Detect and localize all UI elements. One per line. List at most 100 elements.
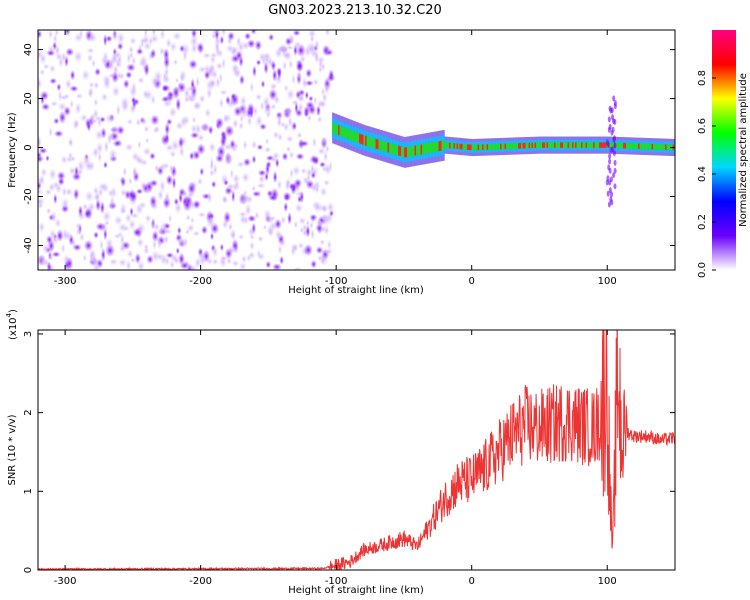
spectrogram-noise-blob [230,92,237,101]
spectrogram-noise-blob [54,182,63,195]
spectrogram-noise-blob [268,194,278,202]
spectrogram-noise-blob [215,48,224,59]
spectrogram-band-core [638,143,640,149]
spectrogram-noise-blob [46,260,52,270]
spectrogram-band-core [428,143,430,154]
spectrogram-band-core [525,142,528,149]
figure-title: GN03.2023.213.10.32.C20 [268,3,442,18]
spectrogram-band-core [404,147,406,158]
spectrogram-noise-blob [268,33,275,42]
spectrogram-noise-blob [303,105,311,116]
spectrogram-band-core [531,142,534,149]
spectrogram-band-core [584,142,586,148]
spectrogram-noise-blob [124,189,132,200]
spectrogram-noise-blob [38,135,42,149]
spectrogram-noise-blob [219,243,224,252]
spectrogram-band-core [434,142,436,152]
spectrogram-noise-blob [196,177,204,186]
spectrogram-noise-blob [48,168,58,181]
spectrogram-band-core [335,124,337,135]
spectrogram-noise-blob [223,179,229,186]
colorbar-tick-label: 0.0 [697,262,708,278]
spectrogram-noise-blob [226,182,235,190]
spectrogram-noise-blob [80,69,91,82]
spectrogram-noise-blob [64,187,74,197]
spectrogram-band-core [524,142,526,149]
spectrogram-noise-blob [317,146,327,156]
spectrogram-band-core [350,130,352,140]
spectrogram-noise-blob [241,41,251,51]
spectrogram-band-core [660,144,663,150]
spectrogram-band-core [425,143,427,154]
spectrogram-noise-blob [284,105,293,117]
spectrogram-noise-blob [292,30,301,37]
spectrogram-noise-blob [216,145,226,159]
spectrogram-band-core [579,142,582,148]
spectrogram-band-core [443,140,445,151]
spectrogram-noise-blob [149,179,159,188]
spectrogram-noise-blob [238,262,248,270]
spectrogram-band-core [387,142,390,153]
spectrogram-disturbance [608,179,612,186]
spectrogram-band-core [465,144,468,150]
spectrogram-noise-blob [54,30,60,37]
spectrogram-noise-blob [238,74,245,86]
spectrogram-band-core [455,143,457,149]
spectrogram-noise-blob [168,213,173,224]
spectrogram-band-core [593,142,595,148]
spectrogram-noise-blob [60,51,68,64]
spectrogram-noise-blob [91,146,100,159]
spectrogram-band-core [626,143,628,149]
spectrogram-band-core [420,144,423,155]
spectrogram-noise-blob [182,198,192,212]
spectrogram-noise-blob [251,30,256,35]
spectrogram-band-core [341,126,343,137]
spectrogram-noise-blob [211,245,219,259]
spectrogram-noise-blob [288,59,294,70]
spectrogram-band-core [390,143,393,154]
spectrogram-band-core [611,142,613,148]
spectrogram-noise-blob [130,257,136,264]
spectrogram-noise-blob [179,261,190,270]
spectrogram-noise-blob [310,259,317,269]
spectrogram-noise-blob [64,78,73,91]
colorbar-tick-label: 0.8 [697,70,708,86]
spectrogram-band-core [588,142,591,148]
spectrogram-band-core [506,143,508,150]
spectrogram-noise-blob [75,222,81,230]
spectrogram-noise-blob [97,182,108,192]
spectrogram-noise-blob [319,161,326,168]
spectrogram-noise-blob [314,39,320,51]
spectrogram-noise-blob [103,33,108,47]
spectrogram-noise-blob [108,147,118,162]
spectrogram-noise-blob [69,69,76,81]
snr-x-tick-label: -200 [189,576,212,587]
spectrogram-noise-blob [45,207,52,215]
spectrogram-noise-blob [215,61,224,71]
spectrogram-noise-blob [64,30,71,37]
spectrogram-noise-blob [247,214,257,223]
spectrogram-noise-blob [231,259,240,268]
spectrogram-band-core [549,142,552,148]
spectrogram-band-core [512,143,514,149]
spectrogram-band-core [581,142,583,148]
spectrogram-disturbance [612,95,616,102]
spectrogram-band-core [569,142,571,148]
spectrogram-noise-blob [295,152,305,161]
spectrogram-band-core [423,143,426,154]
spectrogram-disturbance [610,199,614,206]
spectrogram-band-core [572,142,574,148]
spectrogram-noise-blob [296,60,303,72]
spectrogram-noise-blob [73,32,84,43]
spectrogram-noise-blob [165,252,174,259]
spectrogram-noise-blob [53,193,58,205]
spectrogram-x-tick-label: -200 [189,276,212,287]
spectrogram-noise-blob [197,65,207,74]
spectrogram-band-core [398,145,400,156]
spectrogram-y-tick-label: 40 [23,43,34,56]
spectrogram-y-tick-label: 20 [23,92,34,105]
spectrogram-band-core [662,144,664,150]
spectrogram-noise-blob [53,117,60,125]
spectrogram-band-core [378,139,381,150]
spectrogram-noise-blob [84,190,94,203]
